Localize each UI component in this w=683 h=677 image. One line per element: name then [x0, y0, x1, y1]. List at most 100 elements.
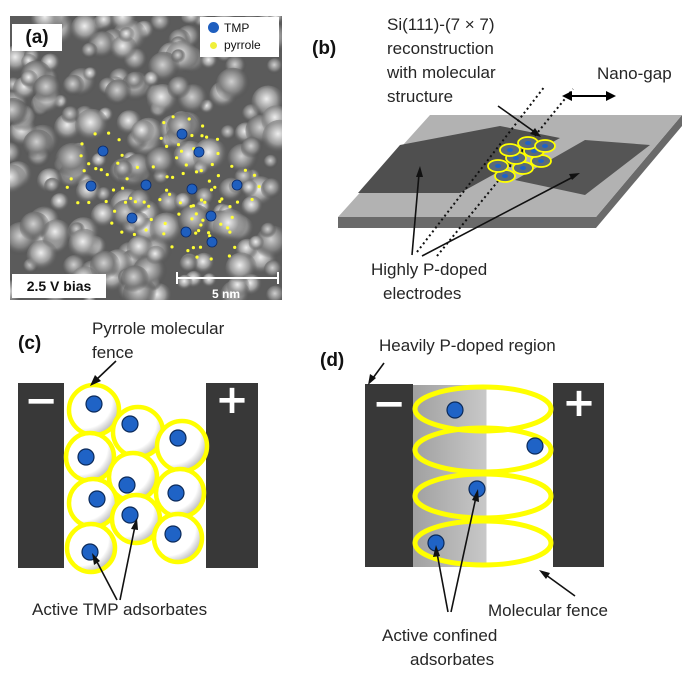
panel-b-label: (b): [312, 38, 337, 59]
molecule-dot: [513, 156, 519, 160]
electrodes-label-2: electrodes: [383, 284, 462, 303]
stm-surface-feature: [130, 120, 156, 145]
fence-ring-d: [412, 518, 554, 568]
recon-label-2: reconstruction: [387, 39, 494, 58]
fence-arrow-d: [545, 574, 576, 597]
adsorbates-label-c: Active TMP adsorbates: [32, 600, 208, 619]
molecule-dot: [507, 148, 513, 152]
stm-surface-feature: [202, 273, 218, 288]
scale-bar-right-tick: [277, 272, 279, 284]
stm-legend: TMP pyrrole: [200, 17, 279, 57]
stm-surface-feature: [215, 67, 251, 103]
stm-surface-feature: [94, 16, 115, 32]
molecule-dot: [520, 166, 526, 170]
stm-surface-feature: [10, 142, 22, 167]
fence-label-d: Molecular fence: [488, 601, 609, 620]
stm-surface-feature: [44, 177, 61, 195]
plus-sign-d: +: [562, 380, 596, 426]
adsorbates-label-d-1: Active confined: [382, 626, 498, 645]
stm-surface-feature: [145, 147, 177, 178]
adsorbate-arrowhead-d-1: [433, 545, 440, 557]
adsorbate-arrow-d-1: [436, 552, 449, 613]
fence-arrowhead-d: [539, 570, 550, 579]
stm-surface-feature: [260, 178, 282, 200]
tmp-adsorbate: [118, 476, 136, 494]
recon-label-3: with molecular: [387, 63, 496, 82]
region-label-d: Heavily P-doped region: [379, 336, 556, 355]
electrode-minus-d: [365, 384, 413, 567]
fence-arrowhead-c: [90, 375, 101, 386]
stm-surface-feature: [149, 212, 184, 247]
stm-surface-feature: [260, 222, 277, 239]
fence-label-1: Pyrrole molecular: [92, 319, 225, 338]
stm-surface-feature: [265, 285, 282, 300]
electrode-left-region: [358, 126, 560, 193]
tmp-adsorbate: [164, 525, 182, 543]
electrode-plus-d: [553, 383, 604, 567]
electrodes-label-1: Highly P-doped: [371, 260, 488, 279]
stm-surface-feature: [104, 79, 132, 107]
stm-surface-feature: [20, 70, 39, 88]
stm-surface-feature: [50, 193, 70, 213]
recon-label-1: Si(111)-(7 × 7): [387, 15, 495, 34]
legend-pyrrole-marker: [210, 42, 217, 49]
stm-surface-feature: [75, 108, 109, 143]
stm-surface-feature: [83, 67, 98, 82]
stm-surface-feature: [10, 164, 27, 196]
recon-arrow: [497, 105, 537, 134]
minus-sign-c: −: [24, 378, 58, 424]
stm-surface-feature: [22, 129, 54, 161]
stm-surface-feature: [10, 97, 28, 128]
adsorbate-arrowhead-c-2: [131, 518, 138, 530]
adsorbates-label-d-2: adsorbates: [410, 650, 495, 669]
stm-image-panel: [10, 16, 282, 300]
fence-arrow-c: [95, 360, 117, 381]
bias-label: 2.5 V bias: [12, 274, 106, 298]
stm-surface-feature: [182, 16, 202, 26]
stm-surface-feature: [263, 154, 279, 170]
legend-pyrrole-label: pyrrole: [224, 38, 261, 52]
scale-bar: [176, 277, 278, 279]
molecule-dot: [542, 144, 548, 148]
stm-surface-feature: [171, 49, 186, 64]
panel-d-label: (d): [320, 350, 345, 371]
adsorbate-arrowhead-d-2: [472, 489, 479, 502]
adsorbate-arrow-d-2: [450, 496, 477, 613]
tmp-adsorbate: [121, 506, 139, 524]
stm-surface-feature: [241, 137, 263, 160]
molecule-dot: [525, 141, 531, 145]
stm-surface-feature: [248, 235, 265, 252]
legend-tmp-marker: [208, 22, 219, 33]
nanogap-dotted-line-right: [436, 88, 574, 257]
stm-surface-feature: [212, 208, 248, 244]
region-arrow-d: [372, 362, 385, 379]
region-arrowhead-d: [368, 374, 376, 385]
electrode-arrowhead-left: [416, 166, 423, 177]
stm-surface-feature: [179, 254, 199, 274]
confined-adsorbate: [526, 437, 544, 455]
stm-surface-feature: [241, 180, 259, 198]
stm-surface-feature: [150, 16, 172, 34]
scale-label: 5 nm: [212, 287, 241, 301]
adsorbate-arrowhead-c-1: [92, 553, 100, 565]
plus-sign-c: +: [215, 377, 249, 423]
stm-surface-feature: [70, 16, 102, 45]
panel-a-label: (a): [12, 24, 62, 51]
electrode-arrow-left: [411, 173, 420, 256]
tmp-adsorbate: [77, 448, 95, 466]
stm-surface-feature: [120, 265, 150, 294]
scale-bar-left-tick: [176, 272, 178, 284]
stm-surface-feature: [266, 58, 282, 75]
adsorbate-arrow-c-2: [119, 525, 136, 601]
stm-surface-feature: [225, 252, 258, 285]
stm-surface-feature: [143, 71, 160, 88]
stm-surface-feature: [127, 189, 153, 215]
nanogap-arrowhead-left: [562, 91, 572, 101]
electrode-arrow-right: [421, 176, 574, 257]
stm-surface-feature: [62, 74, 85, 98]
stm-surface-feature: [91, 153, 108, 169]
tmp-adsorbate: [85, 395, 103, 413]
molecule-dot: [495, 164, 501, 168]
